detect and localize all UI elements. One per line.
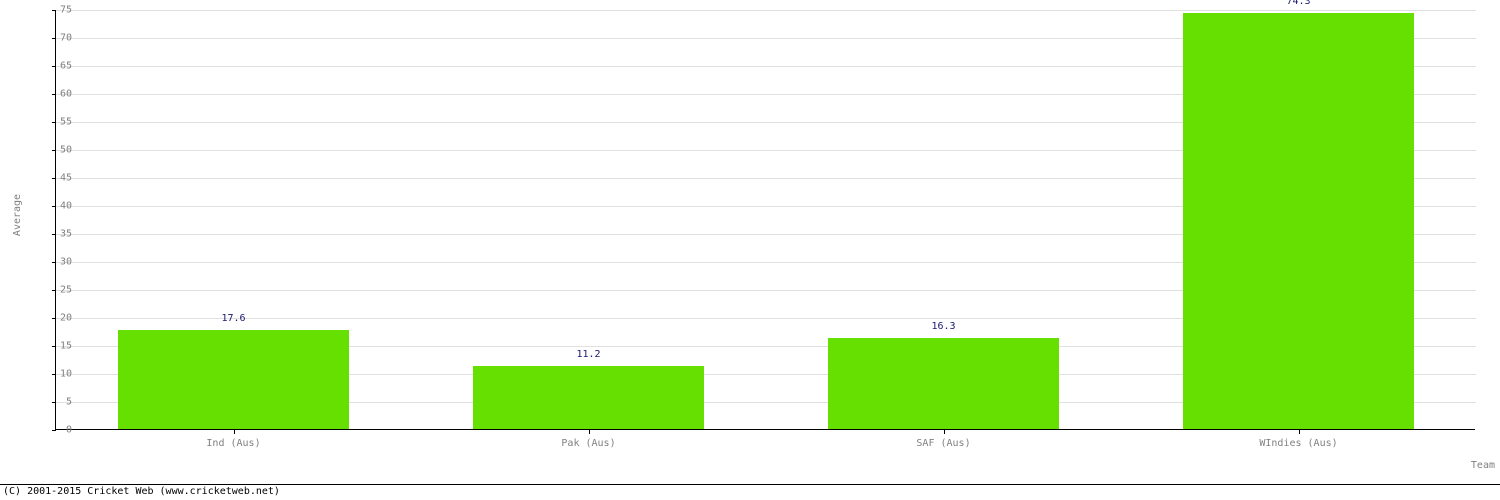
bar — [1183, 13, 1414, 429]
y-tick-label: 5 — [42, 397, 72, 408]
bar-value-label: 11.2 — [576, 349, 600, 360]
x-axis-label: Team — [1471, 460, 1495, 471]
x-tick-mark — [944, 430, 945, 434]
y-tick-label: 45 — [42, 173, 72, 184]
x-tick-mark — [1299, 430, 1300, 434]
y-axis-label: Average — [12, 194, 23, 236]
bar — [828, 338, 1059, 429]
x-tick-mark — [234, 430, 235, 434]
bar — [118, 330, 349, 429]
x-tick-label: WIndies (Aus) — [1259, 438, 1337, 449]
gridline — [56, 10, 1476, 11]
y-tick-label: 55 — [42, 117, 72, 128]
y-tick-label: 25 — [42, 285, 72, 296]
bar-value-label: 74.3 — [1286, 0, 1310, 7]
y-tick-label: 60 — [42, 89, 72, 100]
y-tick-label: 75 — [42, 5, 72, 16]
plot-area: 17.6Ind (Aus)11.2Pak (Aus)16.3SAF (Aus)7… — [55, 10, 1475, 430]
y-tick-label: 30 — [42, 257, 72, 268]
y-tick-label: 20 — [42, 313, 72, 324]
bar-value-label: 16.3 — [931, 321, 955, 332]
x-tick-label: SAF (Aus) — [916, 438, 970, 449]
y-tick-label: 15 — [42, 341, 72, 352]
y-tick-label: 65 — [42, 61, 72, 72]
y-tick-label: 0 — [42, 425, 72, 436]
bar — [473, 366, 704, 429]
x-tick-mark — [589, 430, 590, 434]
y-tick-label: 10 — [42, 369, 72, 380]
y-tick-label: 40 — [42, 201, 72, 212]
y-tick-label: 50 — [42, 145, 72, 156]
copyright-text: (C) 2001-2015 Cricket Web (www.cricketwe… — [3, 486, 280, 497]
x-tick-label: Pak (Aus) — [561, 438, 615, 449]
bar-value-label: 17.6 — [221, 313, 245, 324]
y-tick-label: 70 — [42, 33, 72, 44]
x-tick-label: Ind (Aus) — [206, 438, 260, 449]
chart-container: 17.6Ind (Aus)11.2Pak (Aus)16.3SAF (Aus)7… — [55, 10, 1475, 445]
y-tick-label: 35 — [42, 229, 72, 240]
